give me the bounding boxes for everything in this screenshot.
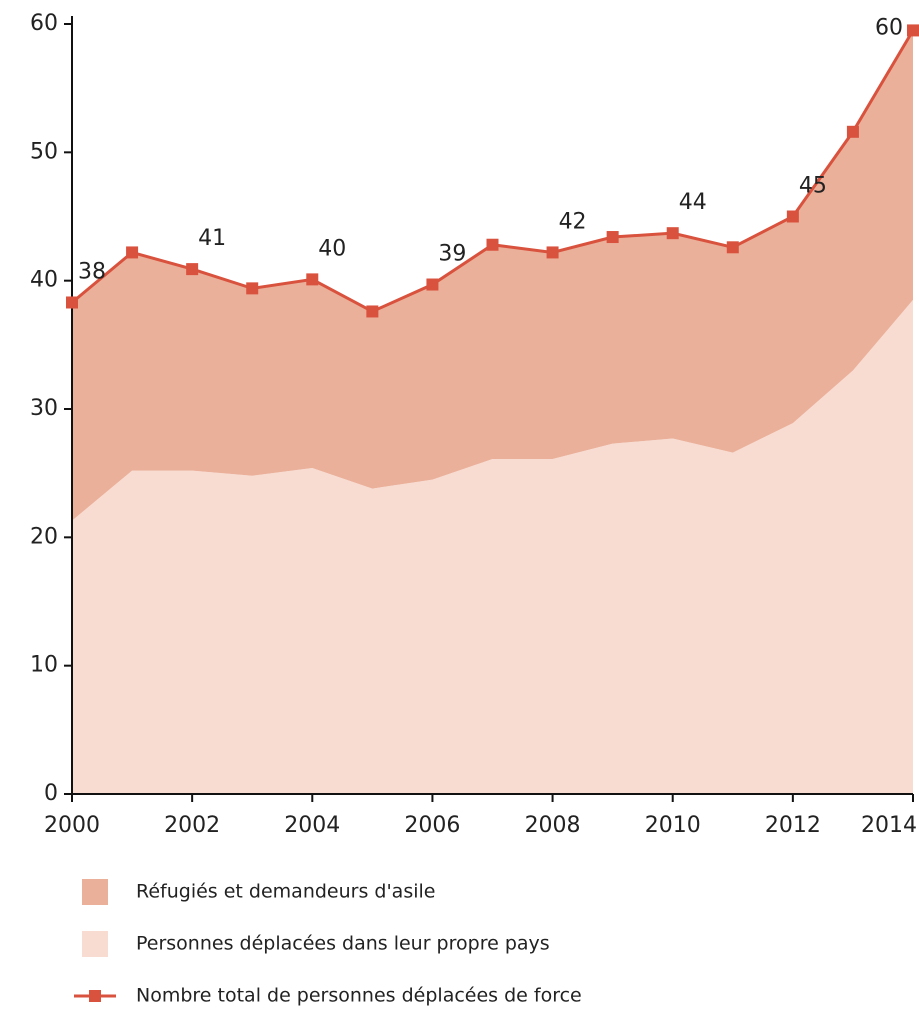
data-label: 60 <box>875 15 903 40</box>
area <box>72 30 913 521</box>
x-tick-label: 2000 <box>44 813 100 838</box>
marker <box>546 246 559 259</box>
x-tick-label: 2012 <box>765 813 821 838</box>
legend-label: Personnes déplacées dans leur propre pay… <box>136 933 550 955</box>
data-label: 45 <box>799 174 827 199</box>
marker <box>246 282 259 295</box>
marker <box>306 273 319 286</box>
x-tick-label: 2006 <box>404 813 460 838</box>
x-tick-label: 2010 <box>645 813 701 838</box>
legend-swatch <box>82 931 108 957</box>
area <box>72 299 913 794</box>
marker <box>486 238 499 251</box>
legend-swatch <box>82 879 108 905</box>
marker <box>846 125 859 138</box>
y-tick-label: 40 <box>30 268 58 293</box>
y-tick-label: 20 <box>30 524 58 549</box>
y-tick-label: 10 <box>30 653 58 678</box>
marker <box>726 241 739 254</box>
legend-marker <box>89 990 101 1002</box>
data-label: 38 <box>78 259 106 284</box>
marker <box>786 210 799 223</box>
data-label: 42 <box>559 209 587 234</box>
y-tick-label: 60 <box>30 11 58 36</box>
x-tick-label: 2002 <box>164 813 220 838</box>
y-tick-label: 0 <box>44 781 58 806</box>
marker <box>426 278 439 291</box>
marker <box>666 227 679 240</box>
legend-label: Réfugiés et demandeurs d'asile <box>136 881 435 903</box>
data-label: 39 <box>438 242 466 267</box>
x-tick-label: 2004 <box>284 813 340 838</box>
marker <box>366 305 379 318</box>
y-tick-label: 50 <box>30 139 58 164</box>
data-label: 40 <box>318 236 346 261</box>
marker <box>66 296 78 309</box>
y-tick-label: 30 <box>30 396 58 421</box>
x-tick-label: 2008 <box>525 813 581 838</box>
marker <box>606 231 619 244</box>
marker <box>907 24 919 37</box>
marker <box>186 263 199 276</box>
legend-label: Nombre total de personnes déplacées de f… <box>136 985 582 1007</box>
data-label: 41 <box>198 226 226 251</box>
marker <box>126 246 139 259</box>
data-label: 44 <box>679 190 707 215</box>
x-tick-label: 2014 <box>861 813 917 838</box>
